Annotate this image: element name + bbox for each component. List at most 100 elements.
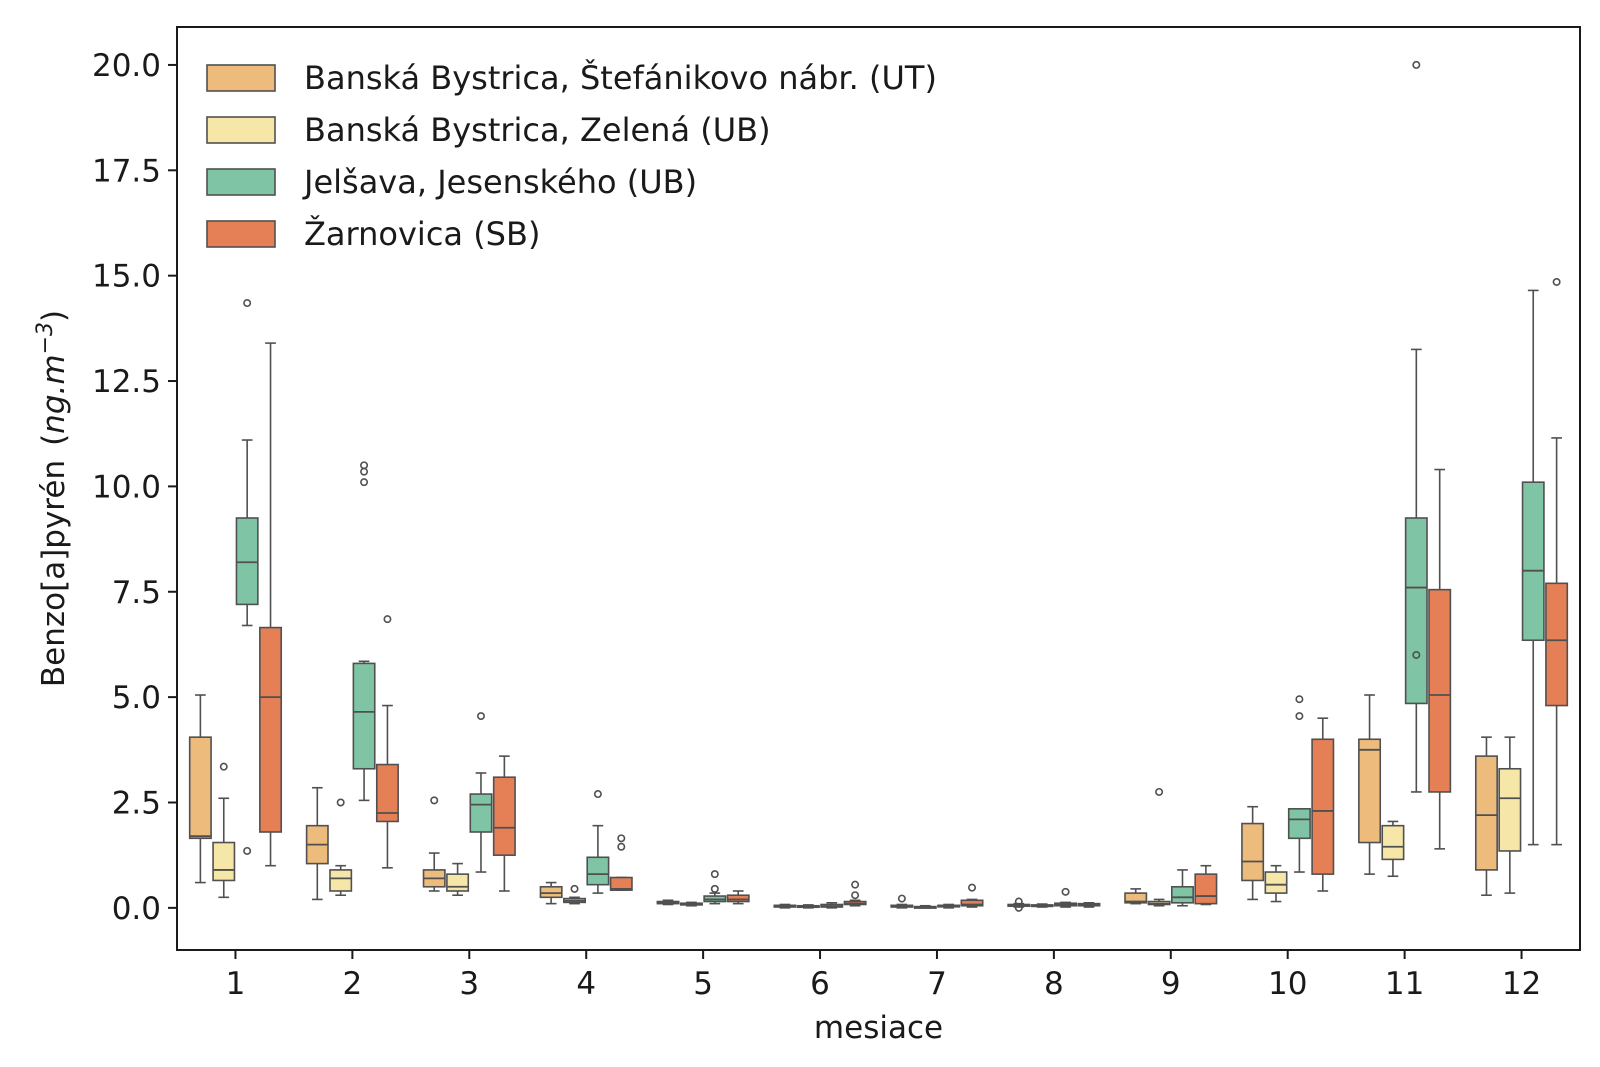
y-axis-label-unit-exponent: −3: [33, 322, 58, 354]
box-body: [726, 894, 750, 903]
x-tick-label: 8: [1044, 966, 1064, 1002]
outlier-point: [617, 842, 626, 851]
box-Banská Bystrica, Zelená (UB)-month-2: [329, 798, 353, 897]
box-Žarnovica (SB)-month-1: [259, 342, 283, 867]
box-Banská Bystrica, Štefánikovo nábr. (UT)-month-12: [1474, 736, 1498, 897]
y-tick-label: 0.0: [112, 891, 161, 927]
box-body: [960, 899, 984, 907]
outlier-point: [219, 762, 228, 771]
box-Žarnovica (SB)-month-12: [1545, 277, 1569, 846]
box-body: [212, 841, 236, 882]
box-Jelšava, Jesenského (UB)-month-12: [1521, 289, 1545, 846]
box-body: [469, 793, 493, 833]
y-axis-label-unit-close: ): [36, 310, 72, 322]
box-body: [446, 873, 470, 892]
box-Banská Bystrica, Zelená (UB)-month-12: [1498, 736, 1522, 894]
legend: Banská Bystrica, Štefánikovo nábr. (UT) B…: [206, 58, 937, 253]
box-body: [1404, 517, 1428, 705]
outlier-point: [336, 798, 345, 807]
box-Banská Bystrica, Zelená (UB)-month-4: [563, 884, 587, 905]
x-tick-label: 9: [1161, 966, 1181, 1002]
box-Banská Bystrica, Štefánikovo nábr. (UT)-month-5: [656, 899, 680, 906]
box-Jelšava, Jesenského (UB)-month-10: [1287, 695, 1311, 873]
x-tick-label: 6: [810, 966, 830, 1002]
outlier-point: [851, 891, 860, 900]
box-Banská Bystrica, Štefánikovo nábr. (UT)-month-6: [773, 903, 797, 909]
box-body: [492, 776, 516, 856]
box-Žarnovica (SB)-month-8: [1077, 901, 1101, 908]
outlier-point: [897, 894, 906, 903]
box-Žarnovica (SB)-month-3: [492, 755, 516, 892]
box-Banská Bystrica, Štefánikovo nábr. (UT)-month-8: [1007, 897, 1031, 912]
box-Banská Bystrica, Štefánikovo nábr. (UT)-month-9: [1124, 888, 1148, 905]
outlier-point: [1061, 887, 1070, 896]
x-tick-label: 5: [693, 966, 713, 1002]
x-tick-label: 11: [1385, 966, 1424, 1002]
box-body: [586, 856, 610, 886]
box-Jelšava, Jesenského (UB)-month-2: [352, 461, 376, 802]
outlier-point: [851, 880, 860, 889]
x-tick-label: 7: [927, 966, 947, 1002]
box-body: [1287, 808, 1311, 840]
y-tick-label: 5.0: [112, 680, 161, 716]
box-body: [259, 626, 283, 833]
box-Banská Bystrica, Zelená (UB)-month-5: [679, 901, 703, 907]
outlier-point: [1295, 712, 1304, 721]
box-body: [375, 763, 399, 823]
box-Banská Bystrica, Zelená (UB)-month-10: [1264, 864, 1288, 903]
y-tick-label: 7.5: [112, 575, 161, 611]
box-Banská Bystrica, Štefánikovo nábr. (UT)-month-7: [890, 894, 914, 909]
box-Banská Bystrica, Zelená (UB)-month-1: [212, 762, 236, 899]
box-body: [352, 662, 376, 770]
plot-frame: [176, 26, 1581, 951]
legend-swatch: [206, 168, 276, 196]
outlier-point: [1412, 60, 1421, 69]
y-axis-label-unit: ng.m: [36, 354, 72, 433]
box-body: [329, 869, 353, 892]
outlier-point: [1014, 897, 1023, 906]
box-body: [1124, 892, 1148, 904]
box-Žarnovica (SB)-month-5: [726, 890, 750, 905]
y-tick-label: 17.5: [92, 153, 161, 189]
box-body: [1194, 873, 1218, 905]
box-Banská Bystrica, Zelená (UB)-month-7: [913, 904, 937, 909]
box-Banská Bystrica, Štefánikovo nábr. (UT)-month-4: [539, 881, 563, 905]
plot-layer: [188, 60, 1569, 912]
box-Žarnovica (SB)-month-10: [1311, 717, 1335, 892]
x-tick-label: 3: [459, 966, 479, 1002]
box-Jelšava, Jesenského (UB)-month-3: [469, 712, 493, 873]
y-tick-label: 12.5: [92, 364, 161, 400]
y-tick-label: 10.0: [92, 469, 161, 505]
x-tick-label: 1: [226, 966, 246, 1002]
box-Banská Bystrica, Štefánikovo nábr. (UT)-month-1: [188, 694, 212, 884]
x-tick-label: 2: [343, 966, 363, 1002]
box-Banská Bystrica, Štefánikovo nábr. (UT)-month-2: [305, 786, 329, 901]
box-Jelšava, Jesenského (UB)-month-8: [1054, 887, 1078, 908]
box-body: [1381, 824, 1405, 861]
box-body: [1311, 738, 1335, 875]
box-body: [1474, 755, 1498, 871]
box-body: [1241, 822, 1265, 882]
axis-layer: 0.02.55.07.510.012.515.017.520.01 2 3 4 5 6 7 8…: [92, 48, 1541, 1002]
box-Banská Bystrica, Štefánikovo nábr. (UT)-month-11: [1358, 694, 1382, 875]
box-Žarnovica (SB)-month-7: [960, 883, 984, 908]
box-Banská Bystrica, Zelená (UB)-month-9: [1147, 787, 1171, 907]
box-Banská Bystrica, Štefánikovo nábr. (UT)-month-3: [422, 796, 446, 892]
outlier-point: [1412, 650, 1421, 659]
box-Žarnovica (SB)-month-4: [609, 834, 633, 891]
y-tick-label: 2.5: [112, 785, 161, 821]
y-axis-label-text: Benzo[a]pyrén: [36, 460, 72, 687]
box-Banská Bystrica, Štefánikovo nábr. (UT)-month-10: [1241, 805, 1265, 901]
outlier-point: [360, 467, 369, 476]
x-tick-label: 4: [576, 966, 596, 1002]
box-Banská Bystrica, Zelená (UB)-month-6: [796, 904, 820, 909]
outlier-point: [243, 299, 252, 308]
box-body: [1428, 588, 1452, 793]
box-Jelšava, Jesenského (UB)-month-9: [1170, 869, 1194, 907]
box-Žarnovica (SB)-month-9: [1194, 864, 1218, 906]
box-Žarnovica (SB)-month-2: [375, 615, 399, 869]
outlier-point: [710, 870, 719, 879]
y-tick-label: 15.0: [92, 259, 161, 295]
x-tick-label: 10: [1268, 966, 1307, 1002]
box-body: [1170, 885, 1194, 904]
